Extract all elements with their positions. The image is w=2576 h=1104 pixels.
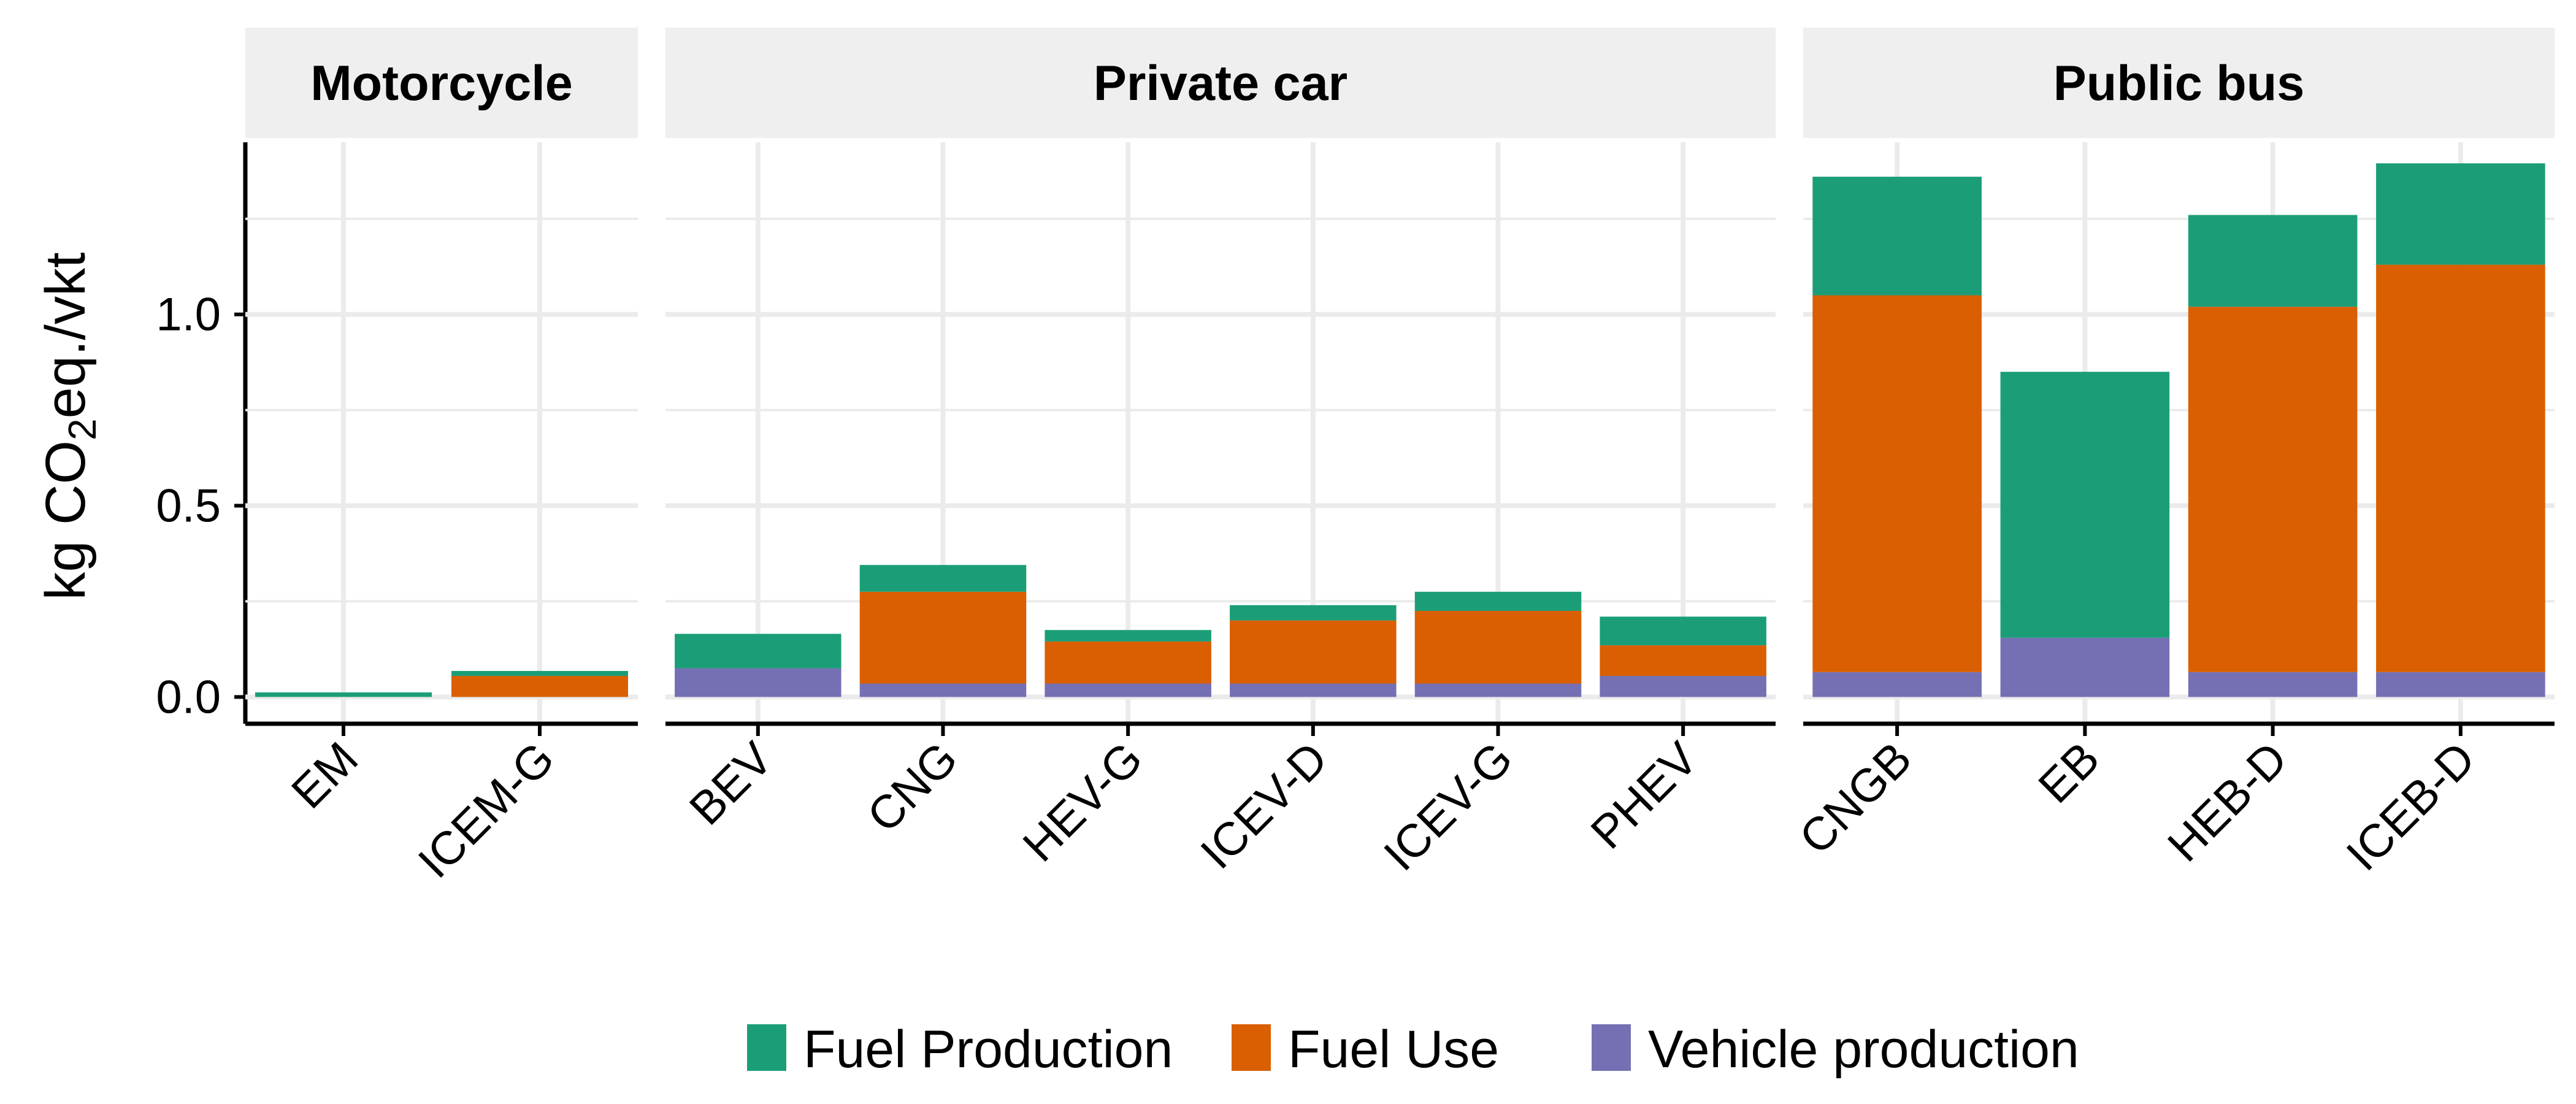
bar-segment-fuel-use [1812,295,1982,672]
facet-strip-label: Private car [1094,56,1347,111]
bar-segment-vehicle-production [2188,672,2358,697]
x-tick-label: ICEV-D [1191,732,1338,879]
x-tick-label: ICEM-G [408,732,564,888]
legend-label: Fuel Use [1288,1020,1499,1079]
y-tick-label: 0.0 [156,671,221,723]
x-tick-label: CNGB [1790,732,1922,864]
bar-segment-fuel-production [1600,616,1766,646]
panel-public-bus: Public bus CNGB EB HEB-D ICEB-D [1790,28,2555,881]
legend-swatch [1232,1024,1271,1071]
bar-segment-vehicle-production [1230,683,1397,697]
x-tick-label: HEB-D [2158,732,2297,872]
bar-segment-vehicle-production [1045,683,1211,697]
bar-segment-fuel-production [2000,372,2170,638]
bar-segment-fuel-production [1414,591,1582,611]
bar-segment-vehicle-production [859,683,1027,697]
bar-segment-fuel-production [1812,177,1982,296]
bar-segment-vehicle-production [2376,672,2545,697]
x-tick-label: ICEB-D [2337,732,2485,881]
bar-segment-fuel-production [1045,630,1211,642]
chart-panels: Motorcycle EM ICEM-G Private car BEV CNG HEV-G… [245,28,2555,888]
bar-segment-fuel-production [1230,605,1397,621]
x-tick-label: EM [282,732,368,819]
bar-segment-vehicle-production [2000,637,2170,697]
y-tick-label: 0.5 [156,480,221,532]
x-tick-label: BEV [680,732,783,835]
bar-segment-fuel-use [1414,611,1582,684]
legend-swatch [1592,1024,1631,1071]
bar-segment-fuel-use [2188,307,2358,672]
legend: Fuel Production Fuel Use Vehicle productio… [747,1020,2079,1079]
bar-segment-vehicle-production [1414,683,1582,697]
panel-private-car: Private car BEV CNG HEV-G ICEV-D ICEV-G PHEV [665,28,1776,881]
bar-segment-fuel-production [451,670,628,677]
y-tick-label: 1.0 [156,289,221,341]
bar-segment-fuel-production [255,692,432,697]
bar-segment-fuel-use [451,676,628,697]
x-tick-label: HEV-G [1013,732,1152,872]
facet-strip-label: Public bus [2053,56,2305,111]
x-tick-label: ICEV-G [1374,732,1522,881]
bar-segment-fuel-use [1045,641,1211,684]
bar-segment-fuel-production [2188,215,2358,307]
bar-segment-fuel-production [2376,163,2545,265]
bar-segment-fuel-use [1600,645,1766,677]
facet-strip-label: Motorcycle [310,56,573,111]
bar-segment-fuel-use [859,591,1027,684]
legend-label: Vehicle production [1648,1020,2079,1079]
panel-motorcycle: Motorcycle EM ICEM-G [245,28,638,888]
facet-strip [1803,28,2555,138]
facet-strip [245,28,638,138]
x-tick-label: EB [2029,732,2110,813]
bar-segment-vehicle-production [1812,672,1982,697]
bar-segment-fuel-use [1230,620,1397,684]
facet-strip [665,28,1776,138]
y-axis-title: kg CO2eq./vkt [34,252,104,600]
bar-segment-fuel-production [675,634,841,669]
legend-label: Fuel Production [803,1020,1173,1079]
bar-segment-fuel-production [859,565,1027,592]
bar-segment-vehicle-production [1600,676,1766,697]
x-tick-label: CNG [857,732,968,843]
legend-swatch [747,1024,786,1071]
y-axis: kg CO2eq./vkt 0.0 0.5 1.0 [34,142,248,724]
bar-segment-fuel-use [2376,264,2545,672]
bar-segment-vehicle-production [675,668,841,697]
x-tick-label: PHEV [1581,732,1708,859]
